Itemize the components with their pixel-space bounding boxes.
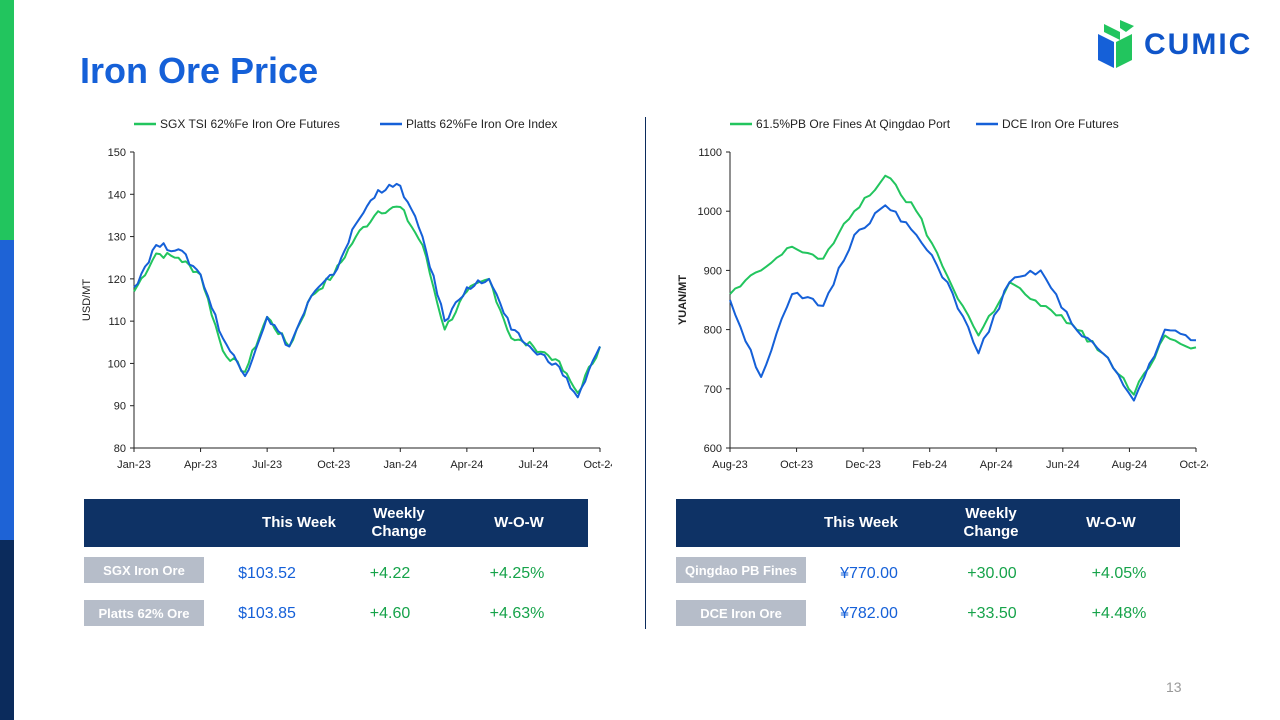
logo-text: CUMIC (1144, 28, 1253, 61)
series-line (133, 205, 601, 394)
y-tick-label: 700 (704, 384, 722, 396)
vertical-divider (645, 117, 646, 629)
y-tick-label: 900 (704, 265, 722, 277)
x-tick-label: Jun-24 (1046, 459, 1080, 471)
legend-label: 61.5%PB Ore Fines At Qingdao Port (756, 117, 951, 131)
legend-label: Platts 62%Fe Iron Ore Index (406, 117, 557, 131)
left-header-weekly-change: Weekly Change (371, 505, 427, 540)
logo: CUMIC (1096, 20, 1256, 70)
right-row-qingdao-this-week: ¥770.00 (840, 565, 898, 582)
x-tick-label: Apr-24 (980, 459, 1013, 471)
x-tick-label: Jul-23 (252, 459, 282, 471)
y-tick-label: 100 (108, 358, 126, 370)
right-header-wow: W-O-W (1086, 514, 1136, 531)
right-row-qingdao-change: +30.00 (967, 565, 1017, 582)
x-tick-label: Apr-23 (184, 459, 217, 471)
series-line (133, 182, 601, 399)
x-tick-label: Apr-24 (450, 459, 483, 471)
page-title: Iron Ore Price (80, 50, 319, 91)
right-row-qingdao-wow: +4.05% (1091, 565, 1147, 582)
y-tick-label: 80 (114, 443, 126, 455)
right-row-label-qingdao: Qingdao PB Fines (676, 557, 806, 583)
y-tick-label: 1100 (698, 147, 722, 159)
left-table-header: This Week Weekly Change W-O-W (84, 499, 588, 547)
right-header-this-week: This Week (824, 514, 898, 531)
right-header-weekly-change: Weekly Change (963, 505, 1019, 540)
accent-bar-navy (0, 540, 14, 720)
accent-bar (0, 0, 14, 720)
x-tick-label: Aug-23 (712, 459, 747, 471)
left-row-sgx-this-week: $103.52 (238, 565, 296, 582)
x-tick-label: Oct-23 (317, 459, 350, 471)
left-row-platts-change: +4.60 (369, 605, 411, 622)
page-number: 13 (1166, 679, 1182, 695)
left-row-sgx-change: +4.22 (369, 565, 411, 582)
logo-icon (1098, 20, 1134, 68)
y-axis-label: USD/MT (81, 279, 93, 321)
left-row-label-sgx: SGX Iron Ore (84, 557, 204, 583)
series-line (729, 204, 1197, 402)
y-tick-label: 800 (704, 325, 722, 337)
y-axis-label: YUAN/MT (677, 275, 689, 325)
right-row-label-dce: DCE Iron Ore (676, 600, 806, 626)
legend-label: SGX TSI 62%Fe Iron Ore Futures (160, 117, 340, 131)
right-row-dce-wow: +4.48% (1091, 605, 1147, 622)
x-tick-label: Feb-24 (912, 459, 947, 471)
left-row-platts-wow: +4.63% (489, 605, 545, 622)
right-table-header: This Week Weekly Change W-O-W (676, 499, 1180, 547)
x-tick-label: Oct-23 (780, 459, 813, 471)
series-line (729, 174, 1197, 396)
chart-yuan: 61.5%PB Ore Fines At Qingdao Port DCE Iro… (668, 108, 1208, 488)
x-tick-label: Oct-24 (1179, 459, 1208, 471)
accent-bar-blue (0, 240, 14, 540)
left-row-sgx-wow: +4.25% (489, 565, 545, 582)
y-tick-label: 90 (114, 401, 126, 413)
x-tick-label: Jul-24 (518, 459, 548, 471)
y-tick-label: 150 (108, 147, 126, 159)
left-header-wow: W-O-W (494, 514, 544, 531)
chart-usd: SGX TSI 62%Fe Iron Ore Futures Platts 62%… (72, 108, 612, 488)
left-header-this-week: This Week (262, 514, 336, 531)
right-row-dce-change: +33.50 (967, 605, 1017, 622)
y-tick-label: 110 (108, 316, 126, 328)
left-row-label-platts: Platts 62% Ore (84, 600, 204, 626)
right-row-dce-this-week: ¥782.00 (840, 605, 898, 622)
x-tick-label: Jan-24 (383, 459, 417, 471)
y-tick-label: 1000 (698, 206, 722, 218)
left-row-platts-this-week: $103.85 (238, 605, 296, 622)
y-tick-label: 600 (704, 443, 722, 455)
y-tick-label: 140 (108, 189, 126, 201)
y-tick-label: 130 (108, 232, 126, 244)
x-tick-label: Dec-23 (845, 459, 880, 471)
accent-bar-green (0, 0, 14, 240)
y-tick-label: 120 (108, 274, 126, 286)
x-tick-label: Jan-23 (117, 459, 151, 471)
x-tick-label: Oct-24 (583, 459, 612, 471)
legend-label: DCE Iron Ore Futures (1002, 117, 1119, 131)
x-tick-label: Aug-24 (1112, 459, 1147, 471)
